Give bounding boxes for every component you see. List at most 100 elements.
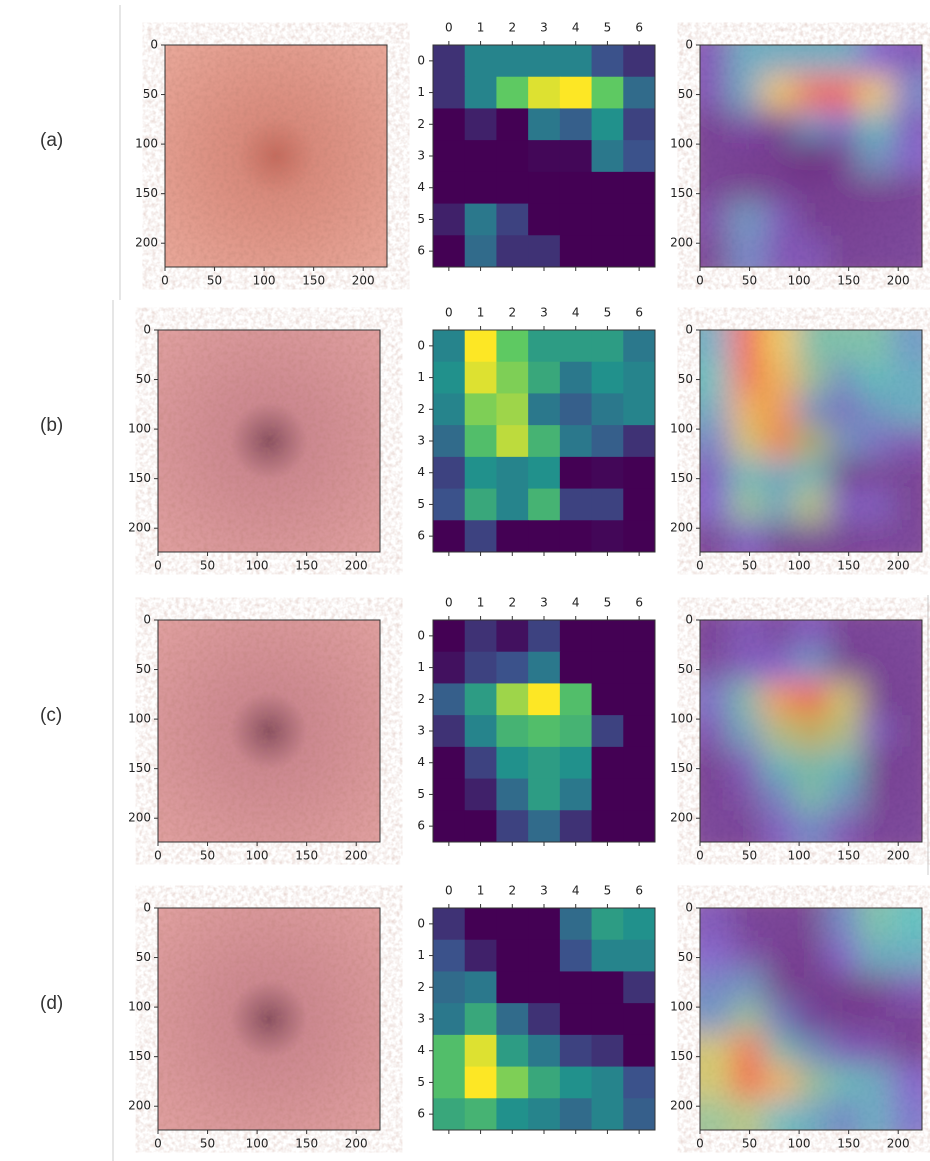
- heatmap-cell: [623, 330, 655, 362]
- overlay-cell: [890, 940, 930, 972]
- heatmap-cell: [528, 330, 560, 362]
- overlay-cell: [680, 393, 732, 425]
- heatmap-cell: [528, 908, 560, 940]
- overlay-cell: [859, 747, 891, 779]
- x-tick-label: 6: [635, 21, 643, 35]
- overlay-cell: [763, 204, 795, 236]
- x-tick-label: 100: [788, 274, 811, 288]
- overlay-cell: [795, 971, 827, 1003]
- overlay-cell: [859, 235, 891, 287]
- x-tick-label: 2: [508, 306, 516, 320]
- heatmap-cell: [465, 779, 497, 811]
- overlay-cell: [827, 108, 859, 140]
- heatmap-cell: [528, 652, 560, 684]
- x-tick-label: 150: [302, 274, 325, 288]
- heatmap-cell: [465, 1067, 497, 1099]
- overlay-cell: [890, 1003, 930, 1035]
- overlay-cell: [732, 747, 764, 779]
- overlay-cell: [795, 940, 827, 972]
- x-tick-label: 4: [572, 884, 580, 898]
- x-tick-label: 1: [477, 884, 485, 898]
- overlay-cell: [795, 779, 827, 811]
- heatmap-cell: [560, 810, 592, 842]
- overlay-cell: [859, 683, 891, 715]
- y-tick-label: 200: [128, 521, 151, 535]
- y-tick-label: 1: [417, 660, 425, 674]
- x-tick-label: 150: [837, 1137, 860, 1151]
- y-tick-label: 50: [136, 950, 151, 964]
- overlay-blur: [680, 25, 930, 287]
- y-tick-label: 4: [417, 755, 425, 769]
- heatmap-cell: [592, 108, 624, 140]
- overlay-cell: [680, 971, 732, 1003]
- overlay-cell: [890, 362, 930, 394]
- x-tick-label: 5: [604, 306, 612, 320]
- heatmap-cell: [433, 1035, 465, 1067]
- overlay-cell: [890, 204, 930, 236]
- heatmap-cell: [560, 393, 592, 425]
- heatmap-cell: [623, 235, 655, 267]
- overlay-cell: [859, 779, 891, 811]
- y-tick-label: 2: [417, 117, 425, 131]
- overlay-cell: [859, 425, 891, 457]
- y-tick-label: 150: [135, 186, 158, 200]
- heatmap-cell: [623, 715, 655, 747]
- overlay-cell: [763, 779, 795, 811]
- y-tick-label: 6: [417, 529, 425, 543]
- y-tick-label: 5: [417, 1075, 425, 1089]
- heatmap-cell: [592, 362, 624, 394]
- heatmap-cell: [528, 489, 560, 521]
- y-tick-label: 5: [417, 497, 425, 511]
- overlay-heat: [680, 25, 930, 287]
- overlay-cell: [859, 393, 891, 425]
- overlay-heat: [680, 310, 930, 572]
- heatmap-cell: [560, 425, 592, 457]
- heatmap-cell: [623, 1003, 655, 1035]
- heatmap-cell: [465, 235, 497, 267]
- heatmap-cell: [496, 1035, 528, 1067]
- heatmap-cell: [465, 425, 497, 457]
- overlay-cell: [732, 393, 764, 425]
- overlay-cell: [763, 140, 795, 172]
- y-tick-label: 1: [417, 948, 425, 962]
- overlay-cell: [890, 600, 930, 652]
- heatmap-cell: [496, 457, 528, 489]
- heatmap-cell: [496, 940, 528, 972]
- overlay-cell: [827, 888, 859, 940]
- overlay-cell: [732, 1067, 764, 1099]
- overlay-cell: [795, 652, 827, 684]
- heatmap-cell: [592, 1098, 624, 1130]
- x-tick-label: 150: [837, 559, 860, 573]
- overlay-cell: [795, 77, 827, 109]
- overlay-cell: [795, 172, 827, 204]
- heatmap-cell: [433, 747, 465, 779]
- overlay-cell: [732, 204, 764, 236]
- heatmap-cell: [592, 172, 624, 204]
- y-tick-label: 200: [670, 1099, 693, 1113]
- heatmap-cell: [433, 683, 465, 715]
- heatmap-cell: [592, 908, 624, 940]
- heatmap-cell: [528, 235, 560, 267]
- overlay-cell: [859, 652, 891, 684]
- x-tick-label: 150: [295, 559, 318, 573]
- skin-texture: [158, 330, 380, 552]
- heatmap-cell: [465, 747, 497, 779]
- x-tick-label: 50: [742, 559, 757, 573]
- heatmap-cell: [528, 425, 560, 457]
- overlay-cell: [859, 1035, 891, 1067]
- heatmap-cell: [623, 747, 655, 779]
- y-tick-label: 150: [128, 471, 151, 485]
- heatmap-cell: [433, 45, 465, 77]
- heatmap-cell: [433, 520, 465, 552]
- overlay-cell: [859, 310, 891, 362]
- heatmap-cell: [528, 747, 560, 779]
- x-tick-label: 1: [477, 21, 485, 35]
- heatmap-cell: [465, 908, 497, 940]
- overlay-cell: [732, 77, 764, 109]
- heatmap-cell: [592, 457, 624, 489]
- overlay-cell: [859, 457, 891, 489]
- heatmap-cell: [496, 204, 528, 236]
- heatmap-cell: [623, 108, 655, 140]
- x-tick-label: 3: [540, 306, 548, 320]
- heatmap-cell: [496, 747, 528, 779]
